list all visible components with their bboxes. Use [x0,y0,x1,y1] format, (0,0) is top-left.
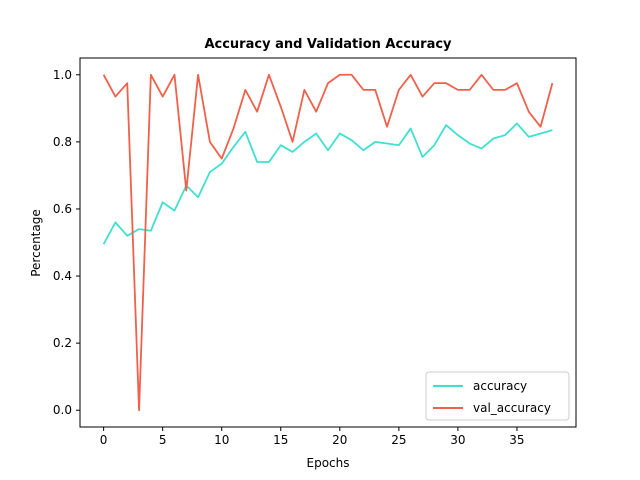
y-axis: 0.0 0.2 0.4 0.6 0.8 1.0 [53,68,80,417]
legend-label-accuracy: accuracy [473,379,527,393]
x-tick-label: 30 [450,433,465,447]
chart-title: Accuracy and Validation Accuracy [204,37,452,52]
plot-area [79,57,577,428]
series-line-val-accuracy [102,73,554,412]
x-tick-label: 25 [391,433,406,447]
y-tick-label: 0.4 [53,269,72,283]
legend-label-val-accuracy: val_accuracy [473,401,551,415]
x-tick-label: 20 [332,433,347,447]
y-tick-label: 0.0 [53,403,72,417]
x-tick-label: 0 [100,433,108,447]
x-tick-label: 10 [214,433,229,447]
x-tick-label: 15 [273,433,288,447]
y-tick-label: 0.2 [53,336,72,350]
x-tick-label: 5 [159,433,167,447]
y-tick-label: 0.8 [53,135,72,149]
plot-frame [79,57,577,428]
x-axis: 0 5 10 15 20 25 30 35 [100,427,525,447]
x-axis-label: Epochs [307,456,350,470]
y-tick-label: 1.0 [53,68,72,82]
y-axis-label: Percentage [29,209,43,277]
x-tick-label: 35 [509,433,524,447]
y-tick-label: 0.6 [53,202,72,216]
series-layer [102,73,554,412]
series-line-accuracy [102,122,553,245]
legend: accuracy val_accuracy [425,371,570,421]
